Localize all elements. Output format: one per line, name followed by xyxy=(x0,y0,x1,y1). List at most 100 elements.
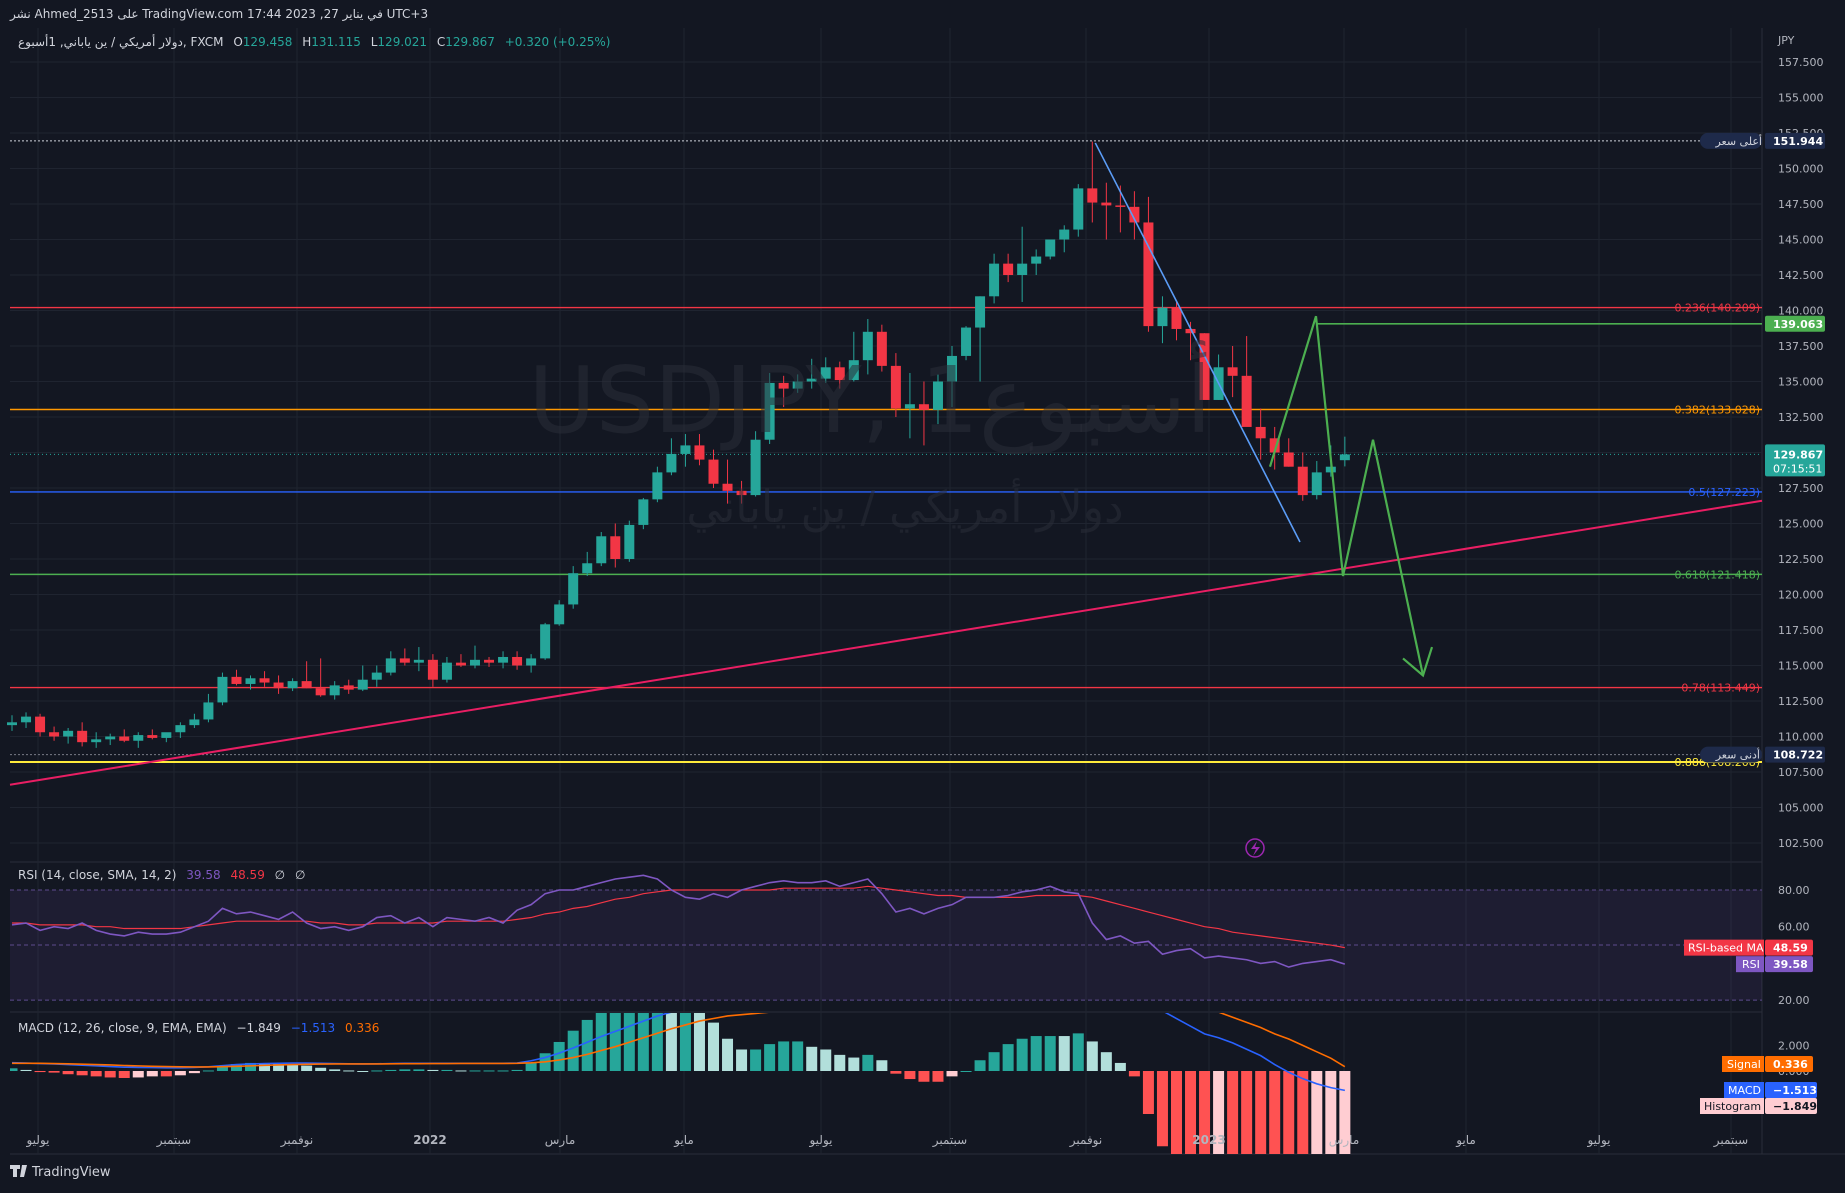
candle[interactable] xyxy=(441,656,452,683)
tradingview-logo[interactable]: TradingView xyxy=(10,1165,111,1180)
candle[interactable] xyxy=(1003,253,1014,283)
candle[interactable] xyxy=(1045,239,1056,260)
candle[interactable] xyxy=(778,375,789,408)
candle[interactable] xyxy=(1059,225,1070,253)
candle[interactable] xyxy=(1241,336,1252,427)
candle[interactable] xyxy=(1311,461,1322,500)
candle[interactable] xyxy=(1101,182,1112,240)
candle[interactable] xyxy=(624,520,635,562)
candle[interactable] xyxy=(91,732,102,748)
candle[interactable] xyxy=(21,712,32,728)
macd-legend[interactable]: MACD (12, 26, close, 9, EMA, EMA) −1.849… xyxy=(18,1021,379,1035)
candle[interactable] xyxy=(63,727,74,744)
candle[interactable] xyxy=(484,656,495,667)
candle[interactable] xyxy=(287,678,298,692)
candle[interactable] xyxy=(273,675,284,694)
candle[interactable] xyxy=(105,733,116,746)
candle[interactable] xyxy=(680,434,691,467)
candle[interactable] xyxy=(947,346,958,408)
candle[interactable] xyxy=(582,551,593,577)
candle[interactable] xyxy=(1143,196,1154,332)
candle[interactable] xyxy=(498,651,509,669)
candle[interactable] xyxy=(918,381,929,446)
candle[interactable] xyxy=(540,622,551,660)
candle[interactable] xyxy=(1297,452,1308,501)
candle[interactable] xyxy=(904,372,915,439)
candle[interactable] xyxy=(35,713,46,737)
candle[interactable] xyxy=(554,600,565,626)
candle[interactable] xyxy=(301,661,312,689)
candle[interactable] xyxy=(1031,249,1042,275)
candle[interactable] xyxy=(1339,436,1350,467)
candle[interactable] xyxy=(413,647,424,672)
candle[interactable] xyxy=(455,654,466,667)
candle[interactable] xyxy=(638,497,649,530)
candle[interactable] xyxy=(750,431,761,497)
candle[interactable] xyxy=(49,726,60,741)
rsi-legend[interactable]: RSI (14, close, SMA, 14, 2) 39.58 48.59 … xyxy=(18,868,305,882)
candle[interactable] xyxy=(161,732,172,743)
candle[interactable] xyxy=(764,372,775,444)
candle[interactable] xyxy=(806,358,817,389)
candle[interactable] xyxy=(399,648,410,666)
candle[interactable] xyxy=(245,675,256,690)
candle[interactable] xyxy=(189,713,200,728)
candle[interactable] xyxy=(694,434,705,466)
candle[interactable] xyxy=(792,374,803,393)
candle[interactable] xyxy=(820,357,831,383)
candle[interactable] xyxy=(1157,296,1168,344)
candle[interactable] xyxy=(147,729,158,740)
candle[interactable] xyxy=(469,645,480,669)
candle[interactable] xyxy=(77,722,88,747)
candle[interactable] xyxy=(217,672,228,706)
candle[interactable] xyxy=(343,679,354,694)
time-axis[interactable]: يوليو سبتمبر نوفمبر 2022 مارس مايو يوليو سبتمبر… xyxy=(25,1133,1748,1148)
candle[interactable] xyxy=(1283,438,1294,467)
candle[interactable] xyxy=(932,374,943,425)
candle[interactable] xyxy=(876,324,887,372)
candle[interactable] xyxy=(722,459,733,504)
candle[interactable] xyxy=(736,480,747,504)
macd-pane[interactable] xyxy=(7,984,1351,1189)
candle[interactable] xyxy=(526,654,537,673)
candle[interactable] xyxy=(1171,301,1182,341)
candle[interactable] xyxy=(1255,408,1266,460)
ohlc-legend[interactable]: دولار أمريكي / ين ياباني, 1أسبوع, FXCM O… xyxy=(18,34,610,50)
candle[interactable] xyxy=(133,732,144,748)
candle[interactable] xyxy=(385,651,396,676)
candles[interactable] xyxy=(7,141,1350,748)
candle[interactable] xyxy=(568,566,579,609)
candle[interactable] xyxy=(7,715,17,731)
candle[interactable] xyxy=(512,651,523,670)
candle[interactable] xyxy=(119,729,130,743)
candle[interactable] xyxy=(1017,226,1028,302)
candle[interactable] xyxy=(315,658,326,697)
candle[interactable] xyxy=(1199,333,1210,400)
candle[interactable] xyxy=(357,665,368,692)
candle[interactable] xyxy=(427,654,438,687)
candle[interactable] xyxy=(1129,191,1140,240)
candle[interactable] xyxy=(652,466,663,503)
candle[interactable] xyxy=(961,326,972,361)
candle[interactable] xyxy=(890,353,901,417)
candle[interactable] xyxy=(862,319,873,375)
candle[interactable] xyxy=(175,722,186,738)
lightning-icon[interactable] xyxy=(1245,838,1265,858)
candle[interactable] xyxy=(329,681,340,700)
candle[interactable] xyxy=(259,671,270,687)
candle[interactable] xyxy=(371,665,382,687)
candle[interactable] xyxy=(231,669,242,686)
drawings[interactable] xyxy=(9,142,1763,786)
candle[interactable] xyxy=(610,523,621,568)
candle[interactable] xyxy=(596,532,607,567)
candle[interactable] xyxy=(989,253,1000,304)
price-axis[interactable]: JPY157.500155.000152.500150.000147.50014… xyxy=(1684,34,1825,1114)
candle[interactable] xyxy=(1227,346,1238,398)
candle[interactable] xyxy=(1073,184,1084,237)
candle[interactable] xyxy=(708,449,719,488)
candle[interactable] xyxy=(975,296,986,382)
rsi-pane[interactable] xyxy=(10,874,1762,1001)
candle[interactable] xyxy=(848,331,859,382)
candle[interactable] xyxy=(203,693,214,723)
